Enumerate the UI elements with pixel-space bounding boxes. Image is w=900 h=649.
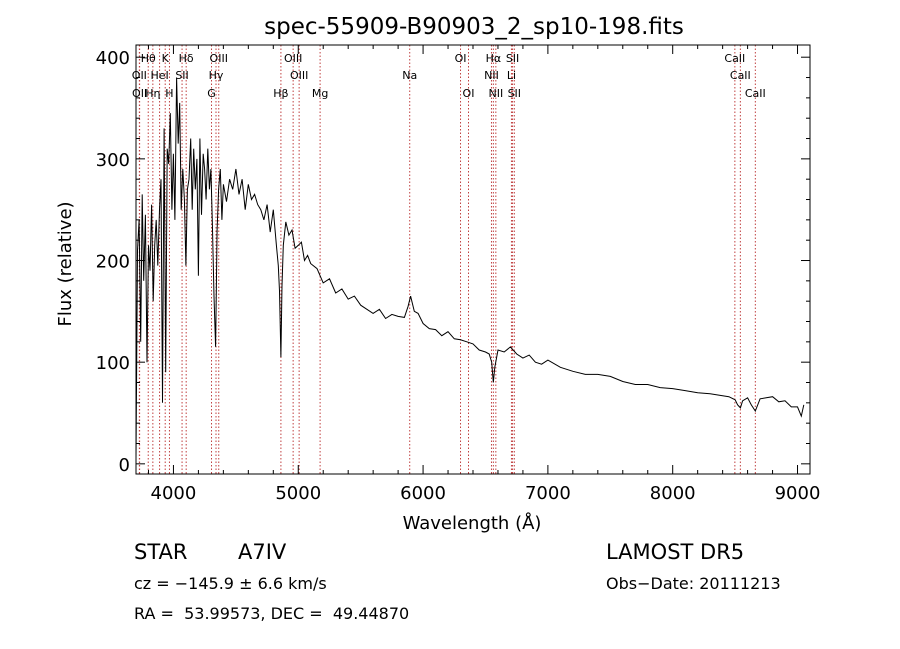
marker-label-7: Hη xyxy=(145,87,160,100)
marker-label-23: NII xyxy=(488,87,503,100)
marker-label-14: Hβ xyxy=(273,87,288,100)
object-type: STAR xyxy=(134,540,188,564)
marker-label-10: Hγ xyxy=(209,69,224,82)
marker-label-4: HeI xyxy=(150,69,168,82)
x-tick-label-7000: 7000 xyxy=(525,483,571,504)
survey-name: LAMOST DR5 xyxy=(606,540,745,564)
x-tick-label-4000: 4000 xyxy=(151,483,197,504)
object-subclass: A7IV xyxy=(238,540,287,564)
marker-label-25: CaII xyxy=(724,52,745,65)
marker-label-13: OIII xyxy=(290,69,308,82)
y-axis-label: Flux (relative) xyxy=(55,201,76,326)
marker-label-16: Na xyxy=(402,69,417,82)
marker-label-18: OI xyxy=(463,87,475,100)
y-tick-label-300: 300 xyxy=(96,150,130,171)
y-tick-label-400: 400 xyxy=(96,48,130,69)
y-axis-ticks: 0 100 200 300 400 xyxy=(96,48,810,476)
spectrum-line xyxy=(135,77,805,459)
marker-label-2: Hδ xyxy=(179,52,194,65)
x-tick-label-9000: 9000 xyxy=(775,483,821,504)
x-tick-label-6000: 6000 xyxy=(400,483,446,504)
obs-date: Obs−Date: 20111213 xyxy=(606,574,781,593)
x-axis-ticks: 4000 5000 6000 7000 8000 9000 xyxy=(147,45,821,504)
x-axis-label: Wavelength (Å) xyxy=(403,512,542,534)
redshift-velocity: cz = −145.9 ± 6.6 km/s xyxy=(134,574,327,593)
marker-label-26: CaII xyxy=(730,69,751,82)
marker-label-20: SII xyxy=(506,52,519,65)
y-tick-label-200: 200 xyxy=(96,252,130,273)
marker-label-11: G xyxy=(207,87,216,100)
marker-label-22: Li xyxy=(507,69,516,82)
marker-label-19: Hα xyxy=(486,52,502,65)
marker-label-8: H xyxy=(165,87,173,100)
x-tick-label-5000: 5000 xyxy=(275,483,321,504)
x-tick-label-8000: 8000 xyxy=(650,483,696,504)
marker-label-17: OI xyxy=(455,52,467,65)
marker-label-3: OII xyxy=(132,69,147,82)
marker-label-12: OIII xyxy=(284,52,302,65)
chart-title: spec-55909-B90903_2_sp10-198.fits xyxy=(264,14,684,40)
marker-label-0: Hθ xyxy=(141,52,156,65)
marker-label-5: SII xyxy=(175,69,188,82)
marker-label-1: K xyxy=(162,52,170,65)
spectrum-series xyxy=(135,77,805,459)
y-tick-label-100: 100 xyxy=(96,353,130,374)
coordinates: RA = 53.99573, DEC = 49.44870 xyxy=(134,604,410,623)
marker-label-21: NII xyxy=(484,69,499,82)
marker-label-27: CaII xyxy=(745,87,766,100)
marker-label-15: Mg xyxy=(312,87,328,100)
y-tick-label-0: 0 xyxy=(119,455,130,476)
plot-frame xyxy=(135,44,811,475)
marker-label-9: OIII xyxy=(210,52,228,65)
emission-line-markers xyxy=(138,45,756,474)
marker-label-6: OII xyxy=(132,87,147,100)
marker-label-24: SII xyxy=(508,87,521,100)
